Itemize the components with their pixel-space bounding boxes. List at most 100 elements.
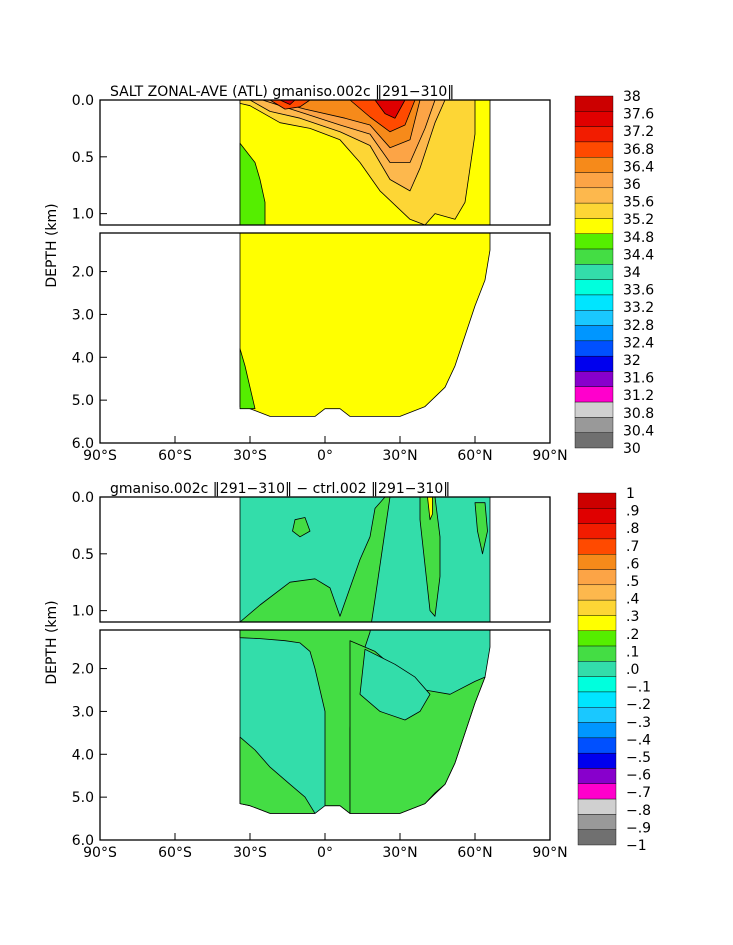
colorbar-swatch bbox=[574, 141, 614, 158]
y-axis-label: DEPTH (km) bbox=[44, 203, 60, 287]
y-tick-label: 6.0 bbox=[72, 436, 94, 452]
colorbar-label: .4 bbox=[626, 592, 639, 608]
contour-region-7 bbox=[474, 502, 488, 555]
salt-difference-panel: gmaniso.002c ‖291−310‖ − ctrl.002 ‖291−3… bbox=[44, 481, 651, 861]
upper-frame bbox=[99, 496, 551, 623]
colorbar-swatch bbox=[574, 417, 614, 433]
colorbar-label: .6 bbox=[626, 556, 639, 572]
colorbar-label: 37.2 bbox=[623, 124, 654, 140]
colorbar-label: 31.6 bbox=[623, 371, 654, 387]
y-tick-label: 3.0 bbox=[72, 307, 94, 323]
plot-area bbox=[99, 99, 551, 444]
colorbar-swatch bbox=[577, 752, 617, 769]
y-tick-label: 0.0 bbox=[72, 93, 94, 109]
colorbar-swatch bbox=[577, 722, 617, 739]
y-tick-label: 4.0 bbox=[72, 350, 94, 366]
y-axis-label: DEPTH (km) bbox=[44, 600, 60, 684]
colorbar-label: 32.8 bbox=[623, 318, 654, 334]
x-tick-label: 60°N bbox=[457, 448, 492, 464]
colorbar-label: 34 bbox=[623, 265, 641, 281]
colorbar-label: .8 bbox=[626, 521, 639, 537]
axis-break bbox=[99, 622, 551, 630]
colorbar-label: 35.2 bbox=[623, 212, 654, 228]
colorbar-label: 36 bbox=[623, 177, 641, 193]
colorbar-swatch bbox=[577, 783, 617, 800]
y-tick-label: 0.5 bbox=[72, 547, 94, 563]
colorbar-swatch bbox=[577, 814, 617, 830]
colorbar-label: .1 bbox=[626, 644, 639, 660]
colorbar-swatch bbox=[577, 492, 617, 509]
colorbar-swatch bbox=[577, 630, 617, 647]
colorbar-label: 35.6 bbox=[623, 195, 654, 211]
colorbar-swatch bbox=[574, 202, 614, 219]
y-ticks: 0.0 0.5 1.0 2.0 3.0 4.0 5.0 6.0 bbox=[72, 93, 107, 452]
colorbar-label: −.7 bbox=[626, 785, 651, 801]
colorbar-swatch bbox=[577, 691, 617, 708]
colorbar-swatch bbox=[577, 508, 617, 524]
colorbar-label: 30.8 bbox=[623, 406, 654, 422]
y-tick-label: 3.0 bbox=[72, 704, 94, 720]
colorbar-label: 32 bbox=[623, 353, 641, 369]
colorbar-swatch bbox=[574, 355, 614, 372]
y-tick-label: 5.0 bbox=[72, 393, 94, 409]
x-tick-label: 90°S bbox=[83, 448, 117, 464]
colorbar-label: −.4 bbox=[626, 732, 651, 748]
colorbar-swatch bbox=[574, 264, 614, 280]
panel-title: gmaniso.002c ‖291−310‖ − ctrl.002 ‖291−3… bbox=[110, 481, 450, 497]
contour-region-5 bbox=[419, 496, 441, 617]
colorbar-swatch bbox=[574, 248, 614, 265]
colorbar-label: 33.6 bbox=[623, 283, 654, 299]
x-tick-label: 0° bbox=[317, 845, 333, 861]
colorbar-swatch bbox=[574, 95, 614, 112]
colorbar-label: 37.6 bbox=[623, 107, 654, 123]
colorbar-swatch bbox=[577, 569, 617, 586]
colorbar-swatch bbox=[577, 676, 617, 693]
colorbar-swatch bbox=[574, 172, 614, 189]
colorbar-swatch bbox=[574, 325, 614, 342]
x-tick-label: 30°S bbox=[233, 845, 267, 861]
x-ticks: 90°S 60°S 30°S 0° 30°N 60°N 90°N bbox=[83, 833, 568, 861]
x-tick-label: 0° bbox=[317, 448, 333, 464]
colorbar-swatch bbox=[577, 768, 617, 784]
contour-region-4 bbox=[359, 648, 431, 721]
contour-region-1 bbox=[239, 496, 391, 814]
colorbar-label: .3 bbox=[626, 609, 639, 625]
x-tick-label: 60°S bbox=[158, 448, 192, 464]
colorbar-label: 31.2 bbox=[623, 388, 654, 404]
colorbar-swatch bbox=[574, 218, 614, 234]
colorbar-label: .0 bbox=[626, 662, 639, 678]
colorbar-label: 36.8 bbox=[623, 142, 654, 158]
axis-break bbox=[99, 225, 551, 233]
colorbar-swatch bbox=[574, 371, 614, 387]
colorbar-swatch bbox=[574, 401, 614, 418]
colorbar-swatch bbox=[574, 279, 614, 296]
contour-region-8 bbox=[292, 517, 311, 538]
colorbar-swatch bbox=[574, 111, 614, 127]
y-tick-label: 6.0 bbox=[72, 833, 94, 849]
colorbar-swatch bbox=[574, 386, 614, 403]
colorbar-label: −.8 bbox=[626, 803, 651, 819]
colorbar-label: 1 bbox=[626, 486, 635, 502]
colorbar-label: 30 bbox=[623, 441, 641, 457]
colorbar-swatch bbox=[577, 798, 617, 815]
colorbar-swatch bbox=[574, 310, 614, 326]
colorbar-swatch bbox=[577, 737, 617, 754]
y-tick-label: 5.0 bbox=[72, 790, 94, 806]
colorbar-swatch bbox=[574, 233, 614, 250]
colorbar-swatch bbox=[577, 599, 617, 616]
colorbar-swatch bbox=[577, 661, 617, 677]
colorbar-label: 34.8 bbox=[623, 230, 654, 246]
upper-frame bbox=[99, 99, 551, 226]
colorbar-label: −.2 bbox=[626, 697, 651, 713]
y-tick-label: 2.0 bbox=[72, 265, 94, 281]
colorbar-label: 30.4 bbox=[623, 423, 654, 439]
colorbar-swatch bbox=[574, 187, 614, 204]
colorbar-label: −.6 bbox=[626, 768, 651, 784]
panel-title: SALT ZONAL-AVE (ATL) gmaniso.002c ‖291−3… bbox=[110, 84, 454, 100]
x-tick-label: 60°N bbox=[457, 845, 492, 861]
y-tick-label: 1.0 bbox=[72, 207, 94, 223]
colorbar-label: .7 bbox=[626, 539, 639, 555]
colorbar-swatch bbox=[577, 707, 617, 723]
colorbar-label: −.5 bbox=[626, 750, 651, 766]
